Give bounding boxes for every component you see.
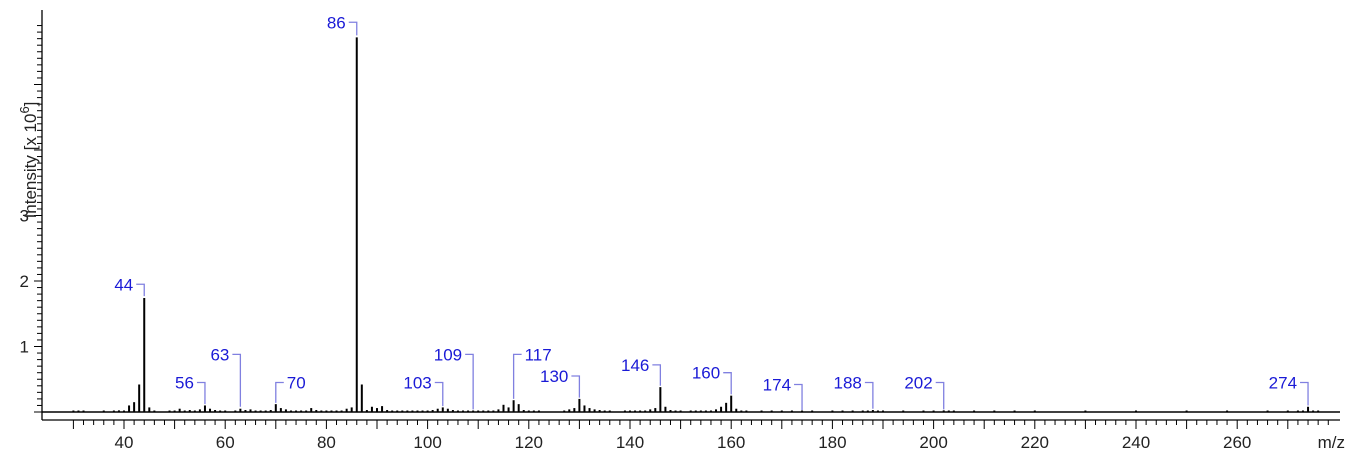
peak-label-text: 109 <box>434 345 462 364</box>
x-tick-label: 160 <box>717 433 745 452</box>
peak-label-bracket <box>571 375 581 398</box>
peak-label-bracket <box>465 353 474 410</box>
peak-label-text: 86 <box>327 13 346 32</box>
peak-label-text: 160 <box>692 364 720 383</box>
peak-label-bracket <box>864 381 874 409</box>
peak-label-text: 130 <box>540 367 568 386</box>
x-tick-label: 80 <box>317 433 336 452</box>
x-tick-label: 100 <box>413 433 441 452</box>
peak-label-bracket <box>434 381 444 407</box>
peak-label-text: 63 <box>210 345 229 364</box>
x-tick-label: 180 <box>818 433 846 452</box>
y-tick-label: 3 <box>20 207 29 226</box>
x-tick-label: 220 <box>1021 433 1049 452</box>
peak-label-text: 188 <box>834 374 862 393</box>
peak-label-bracket <box>275 381 284 403</box>
y-tick-label: 1 <box>20 338 29 357</box>
peak-label-bracket <box>348 21 358 36</box>
axes: 40 60 80 100 120 140 160 180 200 220 240 260 m/z 1 2 3I… <box>17 10 1345 452</box>
x-tick-label: 140 <box>616 433 644 452</box>
peak-label-bracket <box>196 381 206 405</box>
peak-label-text: 117 <box>525 345 552 364</box>
x-tick-label: 200 <box>919 433 947 452</box>
x-tick-label: 120 <box>515 433 543 452</box>
peak-label-bracket <box>935 381 945 410</box>
peak-label-text: 56 <box>175 374 194 393</box>
y-axis-label: Intensity [x 106] <box>17 102 40 219</box>
x-tick-label: 240 <box>1122 433 1150 452</box>
x-tick-label: 40 <box>115 433 134 452</box>
x-tick-label: 260 <box>1223 433 1251 452</box>
peak-label-bracket <box>652 364 662 386</box>
peak-label-text: 44 <box>114 275 133 294</box>
x-tick-label: 60 <box>216 433 235 452</box>
peak-label-bracket <box>512 353 522 399</box>
peak-label-text: 202 <box>904 374 932 393</box>
peak-label-bracket <box>136 283 145 297</box>
peak-label-bracket <box>1300 381 1309 406</box>
peak-label-text: 146 <box>621 356 649 375</box>
spectrum-peaks <box>72 37 1320 412</box>
peak-label-bracket <box>232 353 242 407</box>
peak-label-text: 274 <box>1269 374 1297 393</box>
peak-label-text: 174 <box>763 375 791 394</box>
y-tick-label: 2 <box>20 272 29 291</box>
peak-label-text: 70 <box>287 374 306 393</box>
peak-label-bracket <box>723 372 732 395</box>
x-axis-label: m/z <box>1318 433 1345 452</box>
peak-label-bracket <box>794 383 803 411</box>
peak-label-text: 103 <box>403 374 431 393</box>
